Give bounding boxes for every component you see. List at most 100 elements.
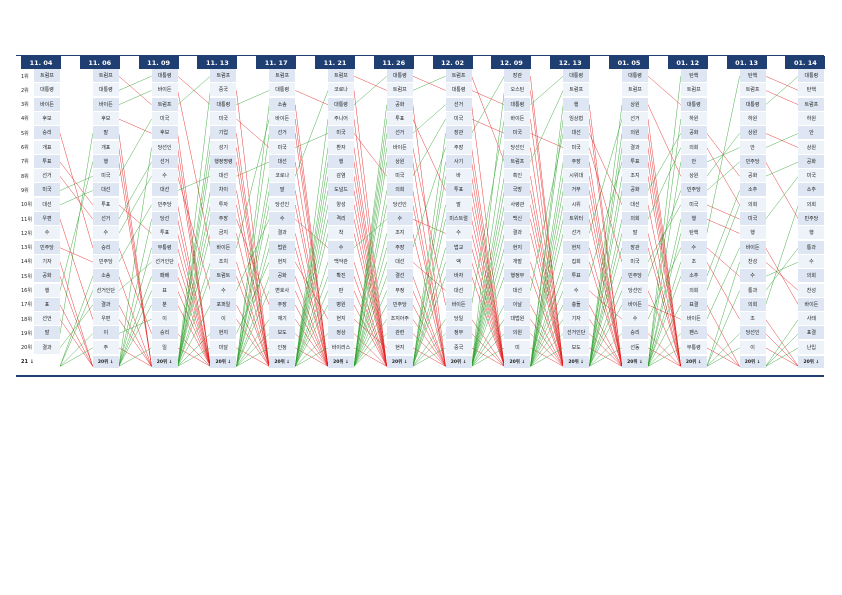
new-entry-link bbox=[471, 333, 505, 367]
keyword-cell: 투표 bbox=[445, 183, 472, 198]
new-entry-link bbox=[236, 247, 270, 367]
keyword-cell: 미국 bbox=[504, 126, 531, 141]
keyword-cell: 트럼프 bbox=[680, 83, 707, 98]
rank-change-link bbox=[177, 75, 211, 105]
new-entry-link bbox=[236, 104, 270, 367]
keyword-cell: 주장 bbox=[210, 212, 237, 226]
keyword-cell: 미국 bbox=[739, 212, 766, 226]
rank-change-link bbox=[59, 190, 93, 206]
keyword-cell: 바이든 bbox=[210, 240, 237, 255]
rank-change-link bbox=[59, 261, 94, 367]
bottom-rule bbox=[16, 375, 824, 377]
keyword-cell: 의회 bbox=[739, 297, 766, 312]
keyword-cell: 수 bbox=[151, 169, 178, 184]
new-entry-link bbox=[647, 347, 681, 367]
top-rule bbox=[16, 55, 824, 56]
rank-change-link bbox=[118, 75, 152, 105]
new-entry-link bbox=[412, 247, 446, 367]
keyword-cell: 미달 bbox=[210, 340, 237, 355]
keyword-cell: 말 bbox=[34, 326, 60, 341]
keyword-cell: 장관 bbox=[445, 126, 472, 141]
keyword-cell: 선동 bbox=[622, 340, 648, 355]
keyword-cell: 투표 bbox=[622, 154, 648, 169]
rank-change-link bbox=[588, 118, 623, 234]
date-header: 01. 13 bbox=[726, 56, 767, 69]
new-entry-link bbox=[647, 161, 682, 367]
new-entry-link bbox=[471, 147, 505, 367]
keyword-cell: 의회 bbox=[622, 212, 648, 226]
keyword-cell: 관련 bbox=[386, 326, 413, 341]
new-entry-link bbox=[412, 319, 446, 367]
keyword-cell: 바이든 bbox=[92, 97, 119, 112]
rank-change-link bbox=[294, 104, 329, 367]
rank-change-link bbox=[765, 204, 799, 306]
keyword-cell: 결과 bbox=[622, 140, 648, 155]
new-entry-link bbox=[588, 147, 623, 367]
new-entry-link bbox=[353, 133, 388, 367]
keyword-cell: 수 bbox=[739, 269, 766, 284]
keyword-cell: 대통령 bbox=[34, 83, 60, 98]
rank-label: 3위 bbox=[21, 102, 29, 109]
new-entry-link bbox=[530, 261, 564, 367]
new-entry-link bbox=[471, 233, 505, 367]
rank-change-link bbox=[706, 190, 740, 277]
new-entry-link bbox=[236, 347, 270, 367]
keyword-cell: 트럼프 bbox=[798, 97, 825, 112]
keyword-cell: 차이 bbox=[210, 183, 237, 198]
new-entry-link bbox=[118, 347, 152, 367]
keyword-cell: 당선인 bbox=[269, 197, 296, 212]
new-entry-link bbox=[647, 333, 681, 367]
keyword-cell: 바이든 bbox=[798, 297, 825, 312]
rank-change-link bbox=[471, 104, 505, 367]
rank-change-link bbox=[706, 261, 740, 320]
keyword-cell: 안 bbox=[798, 126, 825, 141]
rank-change-link bbox=[118, 204, 152, 263]
date-header: 11. 13 bbox=[197, 56, 238, 69]
keyword-cell: 선거 bbox=[92, 212, 119, 226]
new-entry-link bbox=[353, 119, 388, 367]
keyword-cell: 수 bbox=[328, 240, 354, 255]
rank-change-link bbox=[588, 133, 623, 205]
keyword-cell: 대통령 bbox=[151, 69, 178, 83]
keyword-cell: 의회 bbox=[680, 283, 707, 298]
new-entry-link bbox=[353, 290, 388, 367]
rank-change-link bbox=[588, 161, 623, 367]
rank-change-link bbox=[59, 176, 93, 191]
new-entry-link bbox=[530, 304, 564, 367]
keyword-cell: 미국 bbox=[386, 169, 413, 184]
new-entry-link bbox=[353, 276, 388, 367]
column-footer: 20위 ↓ bbox=[269, 356, 296, 368]
rank-change-link bbox=[412, 290, 446, 367]
keyword-cell: 의회 bbox=[739, 197, 766, 212]
keyword-cell: 바이러스 bbox=[328, 340, 354, 355]
keyword-cell: 기자 bbox=[34, 254, 60, 269]
keyword-cell: 행 bbox=[34, 283, 60, 298]
rank-change-link bbox=[177, 90, 211, 248]
new-entry-link bbox=[530, 333, 564, 367]
keyword-cell: 당선인 bbox=[504, 140, 531, 155]
keyword-cell: 선거인단 bbox=[92, 283, 119, 298]
new-entry-link bbox=[588, 276, 623, 367]
keyword-cell: 미국 bbox=[151, 111, 178, 126]
keyword-cell: 대통령 bbox=[504, 97, 531, 112]
rank-label: 5위 bbox=[21, 130, 29, 137]
rank-change-link bbox=[59, 319, 94, 367]
keyword-cell: 승리 bbox=[151, 326, 178, 341]
keyword-cell: 펜스 bbox=[680, 326, 707, 341]
keyword-cell: 후보 bbox=[151, 126, 178, 141]
keyword-cell: 통과 bbox=[739, 283, 766, 298]
new-entry-link bbox=[588, 133, 623, 367]
keyword-cell: 선거 bbox=[622, 111, 648, 126]
rank-change-link bbox=[471, 118, 505, 134]
rank-change-link bbox=[118, 204, 152, 234]
keyword-cell: 민주당 bbox=[680, 183, 707, 198]
keyword-cell: 당선인 bbox=[739, 326, 766, 341]
rank-change-link bbox=[706, 218, 740, 234]
new-entry-link bbox=[471, 90, 505, 367]
keyword-cell: 조지 bbox=[386, 226, 413, 241]
keyword-cell: 사령관 bbox=[504, 197, 531, 212]
keyword-cell: 행 bbox=[798, 226, 825, 241]
date-header: 12. 09 bbox=[491, 56, 532, 69]
